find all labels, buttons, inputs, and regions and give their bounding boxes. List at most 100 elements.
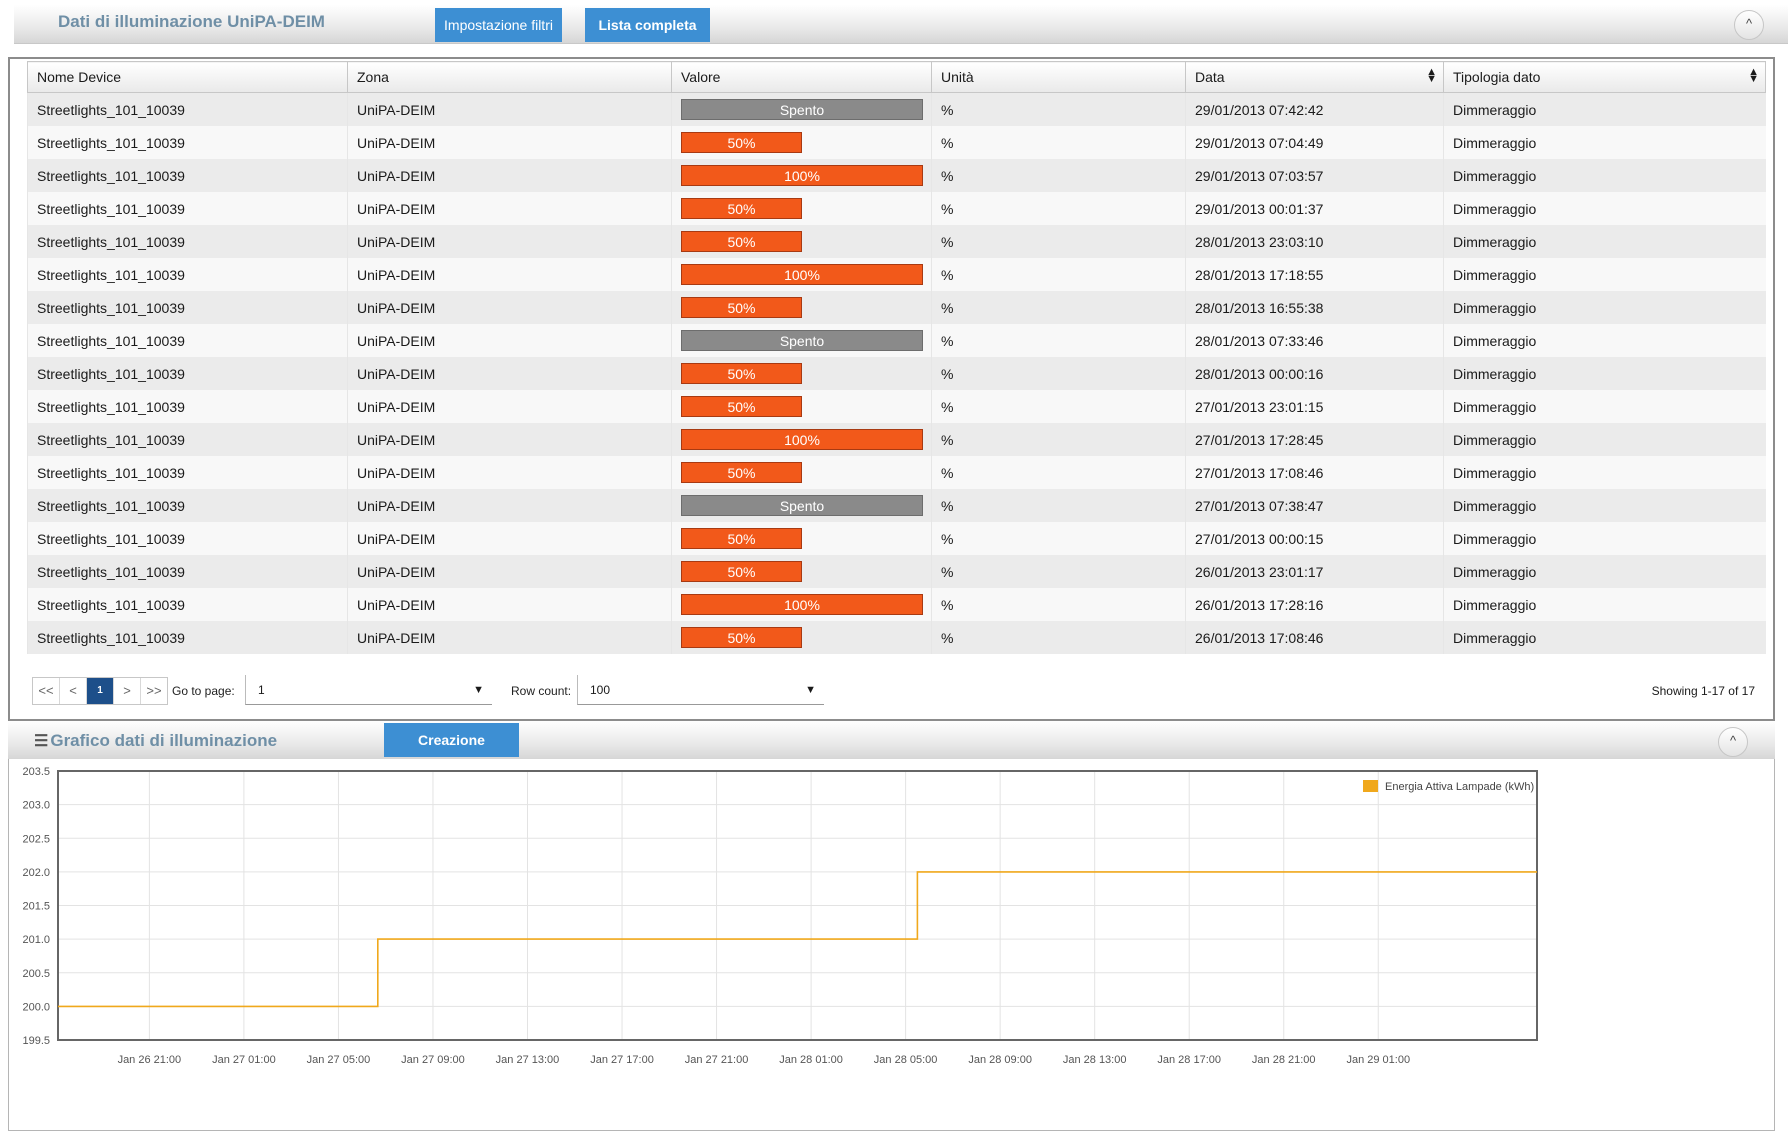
value-bar: 50% [681, 198, 802, 219]
cell-device: Streetlights_101_10039 [27, 621, 348, 654]
cell-unita: % [931, 324, 1186, 357]
table-row[interactable]: Streetlights_101_10039 UniPA-DEIM 100%% 26/… [27, 588, 1766, 621]
cell-zona: UniPA-DEIM [347, 390, 672, 423]
column-header-valore[interactable]: Valore [671, 61, 932, 93]
cell-valore: Spento [671, 489, 932, 522]
column-header-zona[interactable]: Zona [347, 61, 672, 93]
filter-settings-button[interactable]: Impostazione filtri [435, 8, 562, 42]
pagination-bar: << < 1 > >> Go to page: 1 ▼ Row count: 1… [27, 669, 1765, 709]
cell-unita: % [931, 621, 1186, 654]
create-chart-button[interactable]: Creazione grafico [384, 723, 519, 782]
cell-tipologia: Dimmeraggio [1443, 489, 1766, 522]
table-row[interactable]: Streetlights_101_10039 UniPA-DEIM 100%% 29/… [27, 159, 1766, 192]
x-tick-label: Jan 27 13:00 [496, 1054, 560, 1066]
full-list-button[interactable]: Lista completa [585, 8, 710, 42]
cell-data: 29/01/2013 07:04:49 [1185, 126, 1444, 159]
cell-unita: % [931, 489, 1186, 522]
value-bar: 50% [681, 132, 802, 153]
table-row[interactable]: Streetlights_101_10039 UniPA-DEIM 100%% 27/… [27, 423, 1766, 456]
cell-zona: UniPA-DEIM [347, 92, 672, 126]
column-header-device[interactable]: Nome Device [27, 61, 348, 93]
collapse-chart-panel-button[interactable]: ^ [1718, 727, 1748, 757]
cell-unita: % [931, 225, 1186, 258]
prev-page-button[interactable]: < [60, 678, 87, 704]
sort-icon[interactable]: ▲ ▼ [1426, 66, 1437, 85]
table-row[interactable]: Streetlights_101_10039 UniPA-DEIM Spento% 2… [27, 324, 1766, 357]
current-page-button[interactable]: 1 [87, 678, 114, 704]
y-tick-label: 199.5 [22, 1035, 50, 1047]
table-header-row: Nome Device Zona Valore Unità Data ▲ ▼ Tip… [27, 61, 1766, 93]
cell-zona: UniPA-DEIM [347, 588, 672, 621]
collapse-table-panel-button[interactable]: ^ [1734, 10, 1764, 40]
value-bar: 50% [681, 528, 802, 549]
table-row[interactable]: Streetlights_101_10039 UniPA-DEIM 50%% 29/0… [27, 192, 1766, 225]
table-row[interactable]: Streetlights_101_10039 UniPA-DEIM 50%% 29/0… [27, 126, 1766, 159]
column-header-unita[interactable]: Unità [931, 61, 1186, 93]
row-count-select[interactable]: 100 ▼ [577, 675, 824, 705]
row-count-label: Row count: [511, 684, 572, 698]
value-bar: Spento [681, 495, 923, 516]
y-tick-label: 203.5 [22, 766, 50, 778]
line-chart: 203.5 203.0 202.5 202.0 201.5 201.0 200.5 200.0… [22, 766, 1538, 1066]
cell-zona: UniPA-DEIM [347, 324, 672, 357]
cell-zona: UniPA-DEIM [347, 159, 672, 192]
table-row[interactable]: Streetlights_101_10039 UniPA-DEIM Spento% 2… [27, 489, 1766, 522]
cell-valore: 50% [671, 357, 932, 390]
cell-device: Streetlights_101_10039 [27, 291, 348, 324]
table-row[interactable]: Streetlights_101_10039 UniPA-DEIM 50%% 28/0… [27, 357, 1766, 390]
cell-tipologia: Dimmeraggio [1443, 555, 1766, 588]
showing-count: Showing 1-17 of 17 [1651, 684, 1755, 698]
cell-data: 27/01/2013 17:28:45 [1185, 423, 1444, 456]
last-page-button[interactable]: >> [146, 683, 162, 698]
value-bar: 50% [681, 627, 802, 648]
dropdown-arrow-icon: ▼ [805, 684, 816, 696]
cell-zona: UniPA-DEIM [347, 456, 672, 489]
table-row[interactable]: Streetlights_101_10039 UniPA-DEIM 50%% 28/0… [27, 291, 1766, 324]
list-icon: ☰ [34, 733, 49, 750]
table-row[interactable]: Streetlights_101_10039 UniPA-DEIM Spento% 2… [27, 92, 1766, 126]
table-row[interactable]: Streetlights_101_10039 UniPA-DEIM 50%% 26/0… [27, 621, 1766, 654]
table-row[interactable]: Streetlights_101_10039 UniPA-DEIM 50%% 28/0… [27, 225, 1766, 258]
value-bar: 100% [681, 594, 923, 615]
column-header-data[interactable]: Data ▲ ▼ [1185, 61, 1444, 93]
cell-data: 26/01/2013 23:01:17 [1185, 555, 1444, 588]
x-tick-label: Jan 29 01:00 [1346, 1054, 1410, 1066]
cell-valore: 50% [671, 621, 932, 654]
table-row[interactable]: Streetlights_101_10039 UniPA-DEIM 50%% 26/0… [27, 555, 1766, 588]
cell-valore: 100% [671, 423, 932, 456]
cell-valore: 50% [671, 225, 932, 258]
cell-data: 27/01/2013 07:38:47 [1185, 489, 1444, 522]
cell-data: 27/01/2013 00:00:15 [1185, 522, 1444, 555]
x-tick-label: Jan 28 09:00 [968, 1054, 1032, 1066]
table-row[interactable]: Streetlights_101_10039 UniPA-DEIM 50%% 27/0… [27, 390, 1766, 423]
column-header-tipologia[interactable]: Tipologia dato ▲ ▼ [1443, 61, 1766, 93]
cell-valore: 100% [671, 159, 932, 192]
data-table-frame: Nome Device Zona Valore Unità Data ▲ ▼ Tip… [8, 57, 1775, 721]
cell-unita: % [931, 159, 1186, 192]
data-table: Nome Device Zona Valore Unità Data ▲ ▼ Tip… [27, 61, 1766, 654]
cell-unita: % [931, 423, 1186, 456]
legend-label: Energia Attiva Lampade (kWh) [1385, 781, 1534, 793]
plot-border [57, 770, 1538, 1041]
value-bar: Spento [681, 330, 923, 351]
first-page-button[interactable]: << [33, 678, 60, 704]
cell-zona: UniPA-DEIM [347, 258, 672, 291]
cell-unita: % [931, 258, 1186, 291]
next-page-button[interactable]: > [114, 678, 141, 704]
cell-tipologia: Dimmeraggio [1443, 159, 1766, 192]
table-row[interactable]: Streetlights_101_10039 UniPA-DEIM 50%% 27/0… [27, 522, 1766, 555]
x-tick-label: Jan 27 21:00 [685, 1054, 749, 1066]
chevron-up-icon: ^ [1745, 16, 1753, 31]
cell-valore: 100% [671, 588, 932, 621]
chart-panel-header: ☰ Grafico dati di illuminazione Creazione… [8, 721, 1775, 782]
table-row[interactable]: Streetlights_101_10039 UniPA-DEIM 50%% 27/0… [27, 456, 1766, 489]
cell-tipologia: Dimmeraggio [1443, 423, 1766, 456]
cell-tipologia: Dimmeraggio [1443, 225, 1766, 258]
table-row[interactable]: Streetlights_101_10039 UniPA-DEIM 100%% 28/… [27, 258, 1766, 291]
cell-tipologia: Dimmeraggio [1443, 92, 1766, 126]
chart-frame: 203.5 203.0 202.5 202.0 201.5 201.0 200.5 200.0… [8, 759, 1775, 1131]
goto-page-select[interactable]: 1 ▼ [245, 675, 492, 705]
cell-data: 26/01/2013 17:28:16 [1185, 588, 1444, 621]
sort-icon[interactable]: ▲ ▼ [1748, 66, 1759, 85]
cell-tipologia: Dimmeraggio [1443, 456, 1766, 489]
